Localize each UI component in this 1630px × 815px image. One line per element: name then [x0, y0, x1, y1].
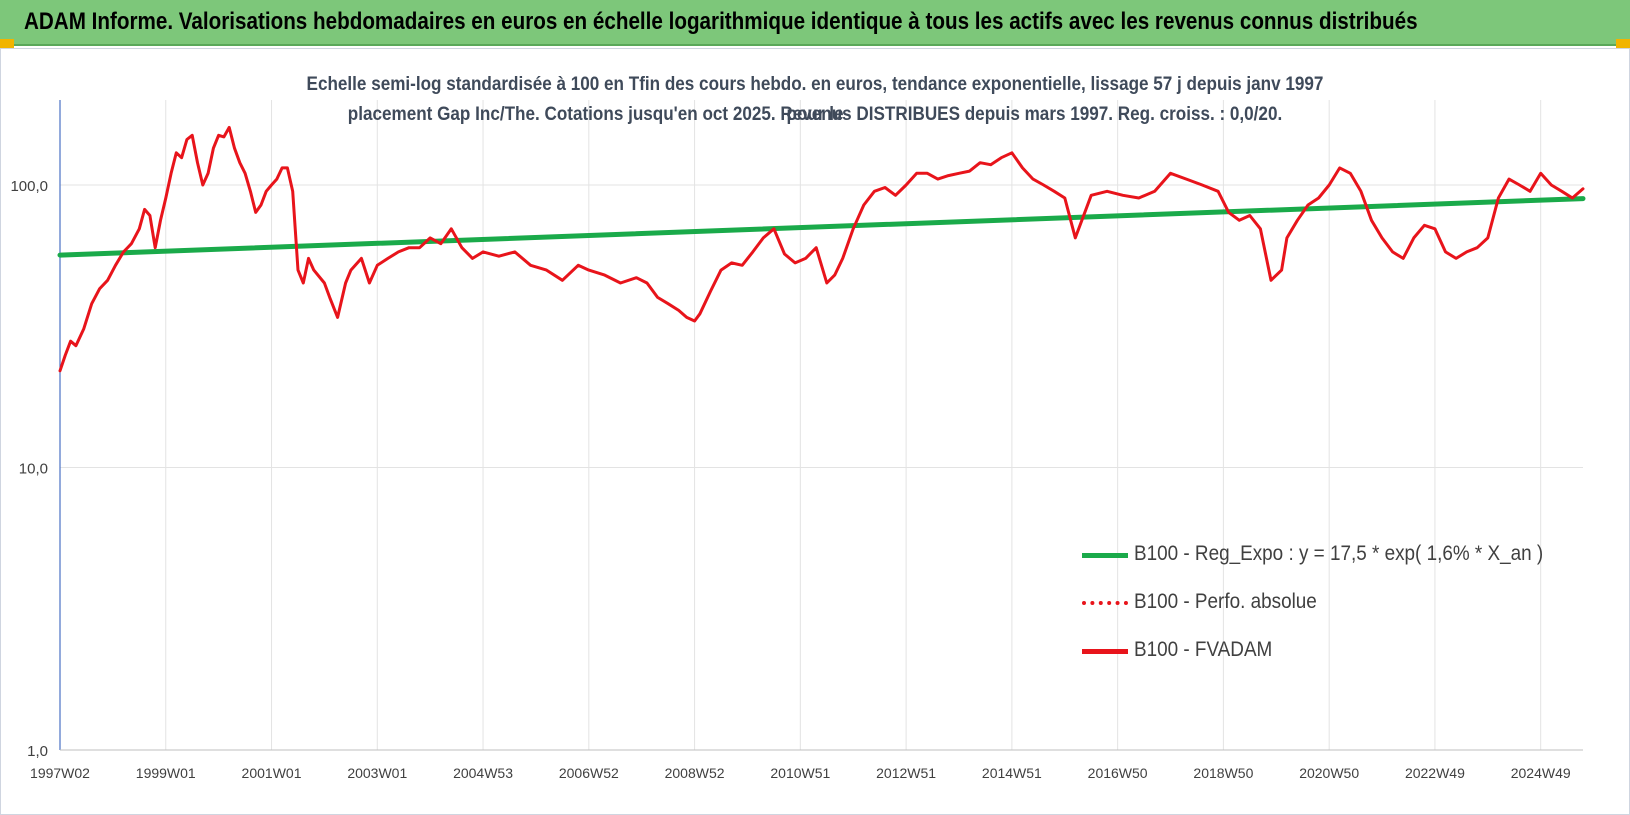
x-tick-label: 2018W50: [1193, 765, 1253, 781]
x-tick-label: 1999W01: [136, 765, 196, 781]
x-tick-label: 2003W01: [347, 765, 407, 781]
legend-swatch-reg-expo: [1082, 553, 1128, 558]
chart-title-line2: placement Gap Inc/The. Cotations jusqu'e…: [347, 104, 1283, 125]
x-tick-label: 2016W50: [1088, 765, 1148, 781]
x-tick-label: 2020W50: [1299, 765, 1359, 781]
axes: 1997W02 1999W01 2001W01 2003W01 2004W53 2006W…: [10, 100, 1583, 781]
series-line-reg-expo: [57, 196, 1586, 258]
x-tick-label: 2008W52: [665, 765, 725, 781]
y-tick-label: 1,0: [27, 743, 48, 760]
x-tick-label: 2022W49: [1405, 765, 1465, 781]
corner-marker-left: [0, 39, 14, 48]
y-tick-label: 10,0: [19, 461, 48, 478]
legend-swatch-fvadam: [1082, 649, 1128, 654]
corner-marker-right: [1616, 39, 1630, 48]
x-tick-label: 1997W02: [30, 765, 90, 781]
series-line-fvadam: [58, 125, 1585, 373]
legend-label-perfo: B100 - Perfo. absolue: [1134, 590, 1317, 613]
x-tick-label: 2014W51: [982, 765, 1042, 781]
x-tick-label: 2010W51: [770, 765, 830, 781]
x-tick-label: 2012W51: [876, 765, 936, 781]
legend-swatch-perfo: [1082, 601, 1128, 605]
x-tick-label: 2004W53: [453, 765, 513, 781]
x-tick-label: 2024W49: [1511, 765, 1571, 781]
chart-title-line1: Echelle semi-log standardisée à 100 en T…: [306, 74, 1324, 125]
y-tick-label: 100,0: [10, 178, 48, 195]
x-tick-label: 2001W01: [242, 765, 302, 781]
gridlines: [60, 100, 1583, 750]
legend-label-fvadam: B100 - FVADAM: [1134, 638, 1273, 661]
legend-label-reg-expo: B100 - Reg_Expo : y = 17,5 * exp( 1,6% *…: [1134, 542, 1544, 565]
title-banner: ADAM Informe. Valorisations hebdomadaire…: [0, 0, 1630, 46]
x-tick-label: 2006W52: [559, 765, 619, 781]
banner-title: ADAM Informe. Valorisations hebdomadaire…: [24, 8, 1418, 35]
series-lines: [57, 125, 1586, 373]
